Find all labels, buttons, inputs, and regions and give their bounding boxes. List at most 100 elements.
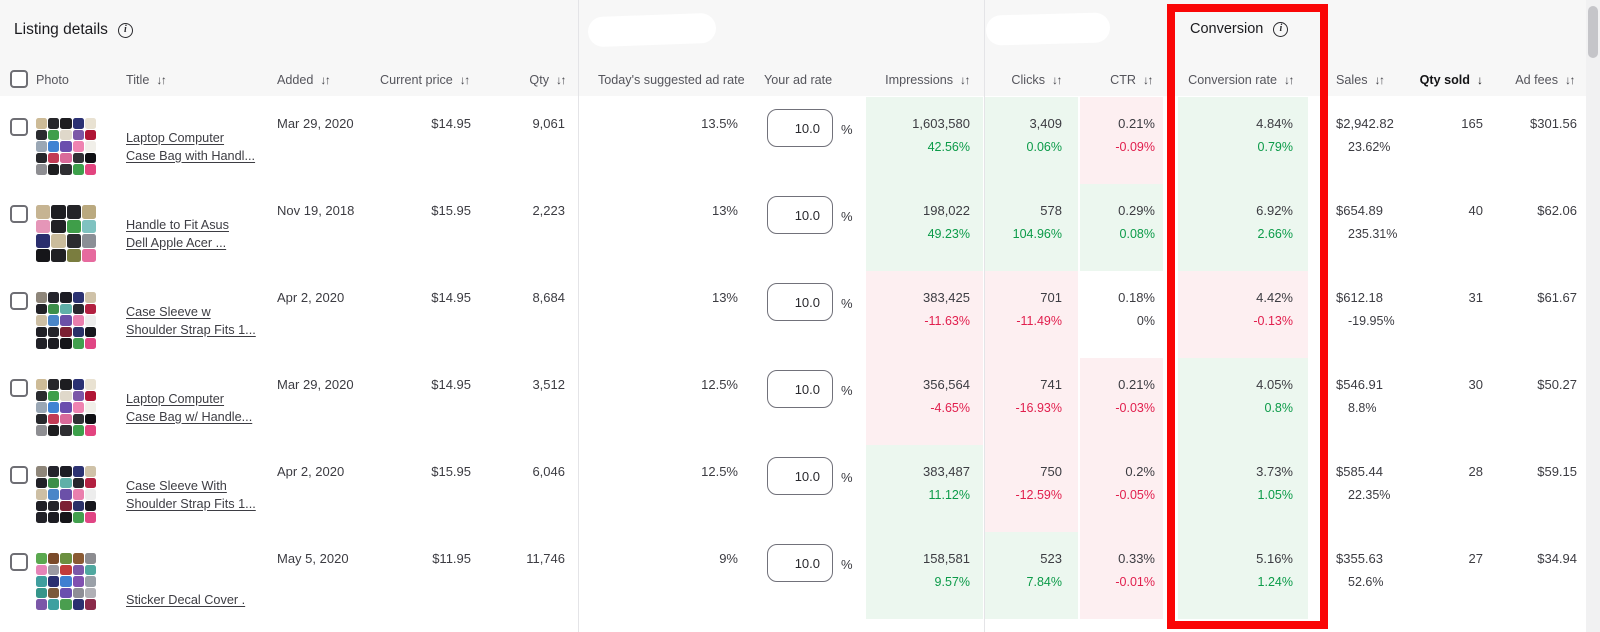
photo-thumb-tile [84, 489, 96, 500]
impressions-cell [866, 532, 983, 619]
listing-title-line2[interactable]: Shoulder Strap Fits 1... [126, 322, 256, 337]
photo-thumb-tile [36, 292, 48, 303]
row-checkbox[interactable] [10, 553, 28, 571]
photo-thumb-tile [72, 379, 84, 390]
row-checkbox[interactable] [10, 118, 28, 136]
photo-thumb-tile [72, 141, 84, 152]
ad-rate-input[interactable] [767, 544, 833, 582]
group-divider-2 [984, 0, 985, 632]
sales-value: $355.63 [1336, 551, 1383, 566]
listing-photo[interactable] [36, 292, 96, 349]
column-header-sales[interactable]: Sales ↓↑ [1336, 73, 1385, 87]
listing-title-line1[interactable]: Case Sleeve With [126, 479, 227, 493]
photo-thumb-tile [36, 553, 48, 564]
ad-rate-input[interactable] [767, 457, 833, 495]
ad-fees-value: $59.15 [1537, 464, 1577, 479]
column-header-qty[interactable]: Qty ↓↑ [529, 73, 566, 87]
photo-thumb-tile [72, 303, 84, 315]
info-icon[interactable]: i [1273, 21, 1289, 37]
clicks-cell [985, 358, 1078, 445]
current-price: $14.95 [431, 290, 471, 305]
scrollbar-track[interactable] [1586, 0, 1600, 632]
listing-title-line2[interactable]: Shoulder Strap Fits 1... [126, 496, 256, 511]
ctr-value: 0.2% [1125, 464, 1155, 479]
photo-thumb-tile [84, 553, 96, 564]
table-header-band [0, 0, 1600, 96]
photo-thumb-tile [84, 413, 96, 425]
info-icon[interactable]: i [117, 22, 133, 38]
conversion-rate-delta: 2.66% [1257, 227, 1293, 241]
listing-title-line2[interactable]: Case Bag with Handl... [126, 148, 256, 163]
column-header-title[interactable]: Title ↓↑ [126, 73, 167, 87]
listing-title-line1[interactable]: Sticker Decal Cover . [126, 593, 246, 607]
ad-fees-value: $61.67 [1537, 290, 1577, 305]
impressions-value: 158,581 [923, 551, 970, 566]
listing-title-line2[interactable]: Case Bag w/ Handle... [126, 409, 253, 424]
photo-thumb-tile [48, 164, 60, 175]
sales-delta: 23.62% [1348, 140, 1391, 154]
listing-title-link: Handle to Fit Asus Dell Apple Acer ... [126, 217, 229, 252]
listing-title-line1[interactable]: Case Sleeve w [126, 305, 211, 319]
photo-thumb-tile [72, 292, 84, 303]
photo-thumb-tile [36, 326, 48, 338]
redaction-blob-2 [985, 12, 1111, 46]
listing-title-line1[interactable]: Laptop Computer [126, 131, 225, 145]
row-checkbox[interactable] [10, 205, 28, 223]
column-header-added[interactable]: Added ↓↑ [277, 73, 331, 87]
photo-thumb-tile [60, 402, 72, 413]
photo-thumb-tile [36, 576, 48, 587]
column-header-ad-fees[interactable]: Ad fees ↓↑ [1515, 73, 1575, 87]
listing-title-line1[interactable]: Laptop Computer [126, 392, 225, 406]
impressions-value: 1,603,580 [912, 116, 970, 131]
column-header-impressions[interactable]: Impressions ↓↑ [885, 73, 971, 87]
photo-thumb-tile [51, 219, 66, 233]
listing-photo[interactable] [36, 118, 96, 175]
photo-thumb-tile [36, 379, 48, 390]
listing-photo[interactable] [36, 379, 96, 436]
row-checkbox[interactable] [10, 466, 28, 484]
photo-thumb-tile [48, 338, 60, 349]
photo-thumb-tile [60, 413, 72, 425]
conversion-cell [1178, 271, 1308, 358]
photo-thumb-tile [84, 599, 96, 610]
photo-thumb-tile [60, 587, 72, 599]
photo-thumb-tile [60, 141, 72, 152]
sort-icon: ↓↑ [459, 73, 471, 87]
row-checkbox[interactable] [10, 379, 28, 397]
photo-thumb-tile [60, 315, 72, 326]
listing-title-line2[interactable]: Dell Apple Acer ... [126, 235, 227, 250]
photo-thumb-tile [72, 500, 84, 512]
column-header-conversion-rate[interactable]: Conversion rate ↓↑ [1188, 73, 1294, 87]
select-all-checkbox[interactable] [10, 70, 28, 88]
scrollbar-thumb[interactable] [1588, 6, 1598, 58]
sales-value: $654.89 [1336, 203, 1383, 218]
column-header-ctr[interactable]: CTR ↓↑ [1110, 73, 1153, 87]
listing-photo[interactable] [36, 205, 96, 262]
listing-title-line1[interactable]: Handle to Fit Asus [126, 218, 229, 232]
photo-thumb-tile [84, 564, 96, 576]
ad-rate-input[interactable] [767, 196, 833, 234]
ad-rate-input[interactable] [767, 283, 833, 321]
photo-thumb-tile [60, 303, 72, 315]
qty-sold-value: 28 [1468, 464, 1483, 479]
ctr-cell [1080, 184, 1163, 271]
conversion-rate-value: 4.84% [1256, 116, 1293, 131]
quantity: 2,223 [532, 203, 565, 218]
ad-rate-input[interactable] [767, 370, 833, 408]
column-header-clicks[interactable]: Clicks ↓↑ [1011, 73, 1062, 87]
photo-thumb-tile [48, 152, 60, 164]
percent-suffix: % [841, 470, 853, 485]
row-checkbox[interactable] [10, 292, 28, 310]
photo-thumb-tile [48, 326, 60, 338]
photo-thumb-tile [36, 164, 48, 175]
photo-thumb-tile [36, 425, 48, 436]
ad-rate-input[interactable] [767, 109, 833, 147]
ad-fees-value: $62.06 [1537, 203, 1577, 218]
sort-icon: ↓↑ [960, 73, 971, 87]
sales-delta: -19.95% [1348, 314, 1395, 328]
listing-photo[interactable] [36, 466, 96, 523]
column-header-qty-sold[interactable]: Qty sold ↓ [1419, 73, 1483, 87]
photo-thumb-tile [84, 576, 96, 587]
column-header-current-price[interactable]: Current price ↓↑ [380, 73, 471, 87]
listing-photo[interactable] [36, 553, 96, 610]
